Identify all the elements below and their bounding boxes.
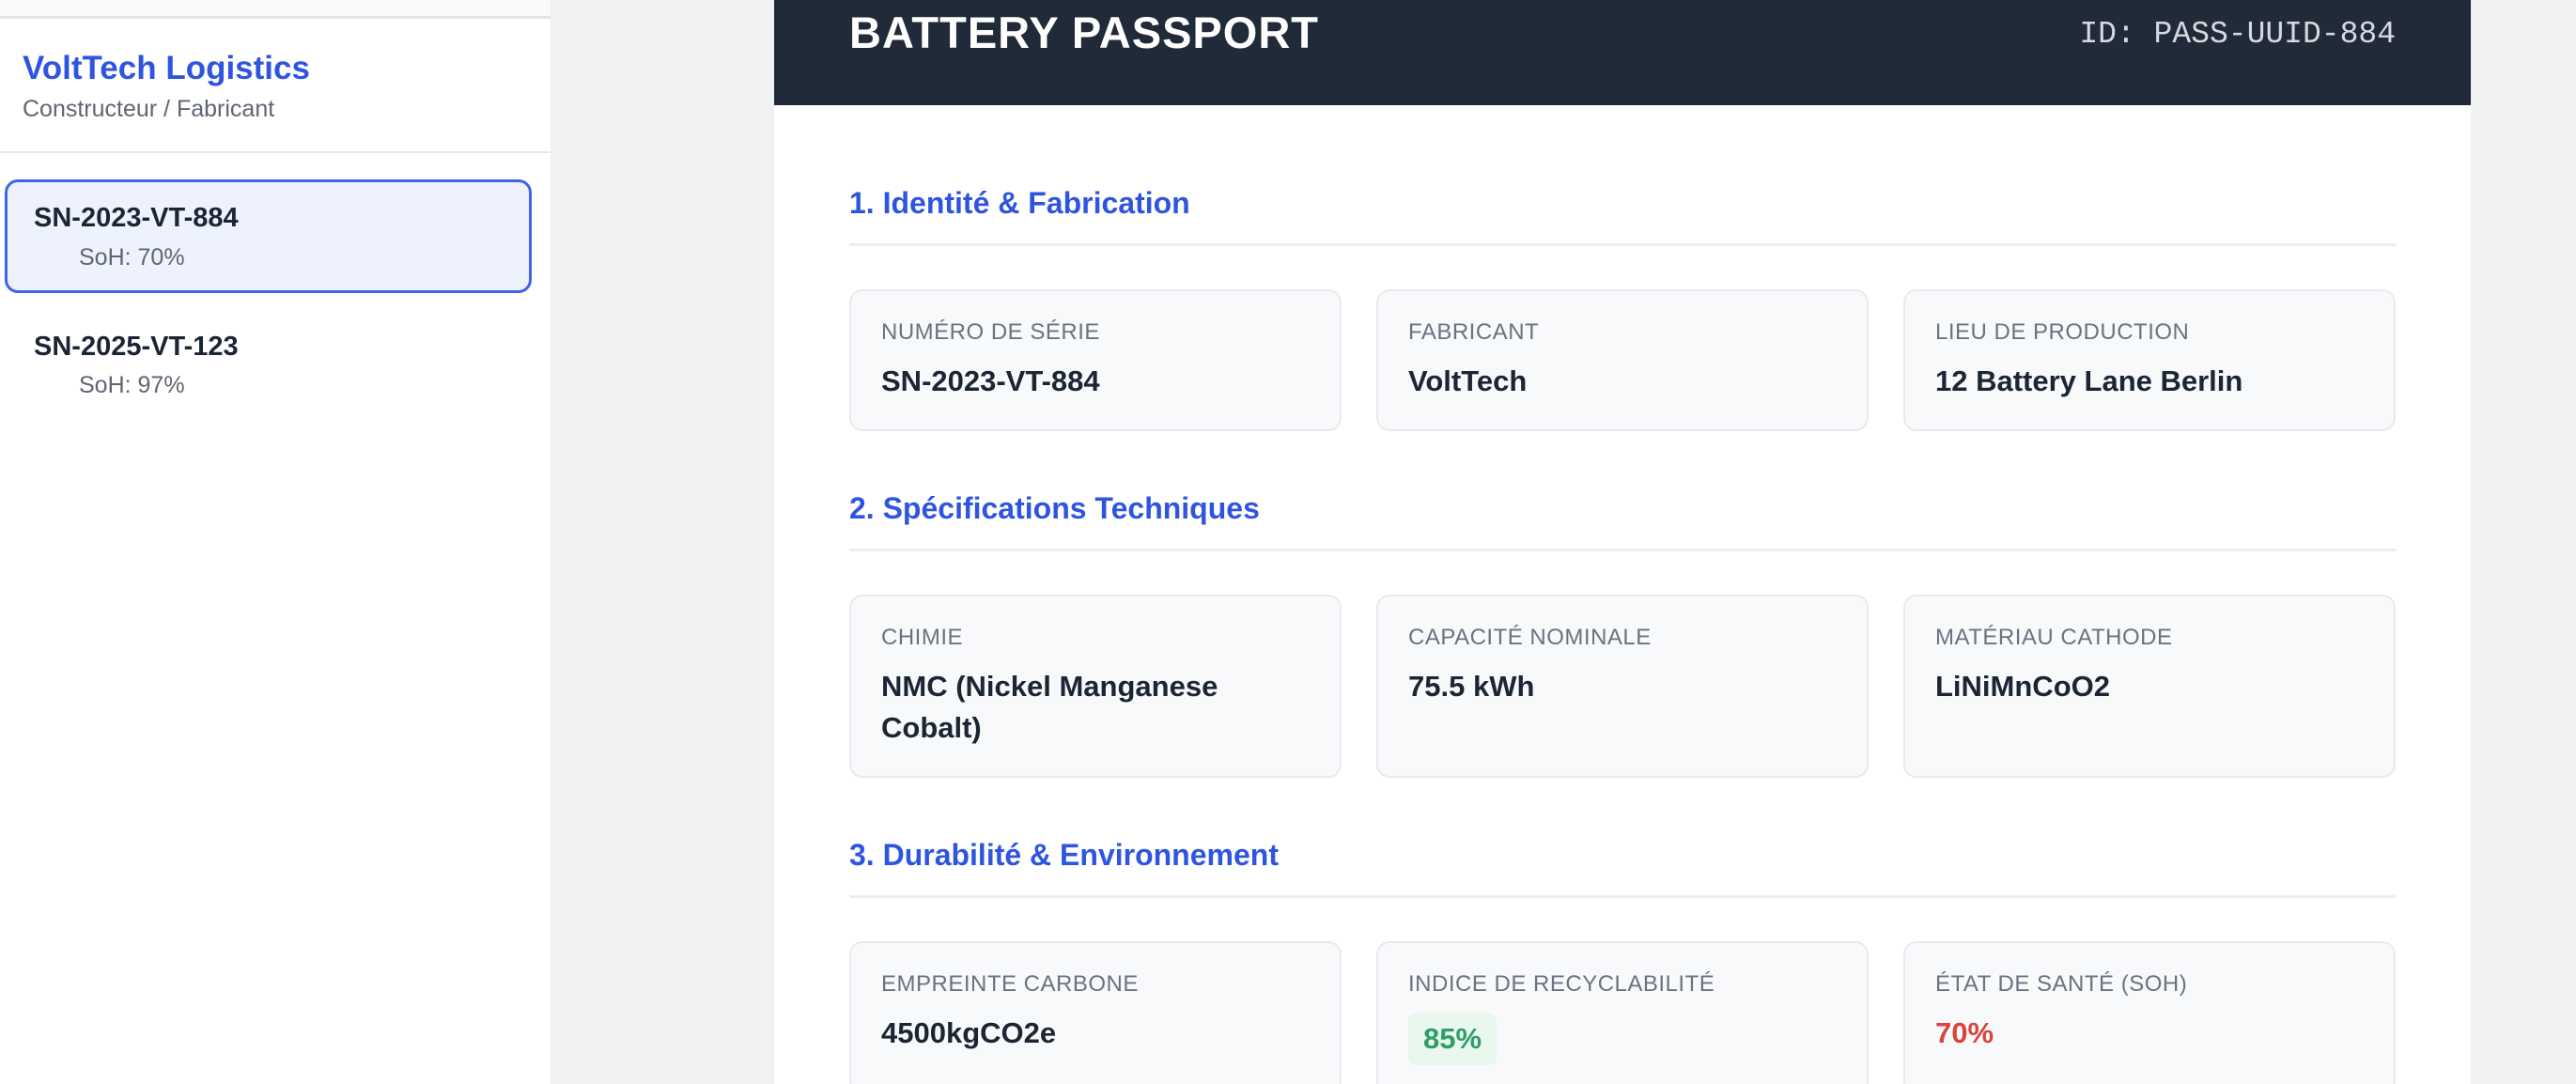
info-value: VoltTech <box>1408 364 1528 397</box>
sidebar: VoltTech Logistics Constructeur / Fabric… <box>0 0 551 1084</box>
soh-value: 70% <box>1935 1016 1994 1050</box>
info-value: 12 Battery Lane Berlin <box>1935 364 2243 397</box>
content-gutter-left <box>551 0 774 1084</box>
section-durability: 3. Durabilité & Environnement EMPREINTE … <box>849 838 2396 1084</box>
info-value: SN-2023-VT-884 <box>881 364 1100 397</box>
brand-subtitle: Constructeur / Fabricant <box>23 96 275 122</box>
battery-serial: SN-2023-VT-884 <box>34 203 239 233</box>
info-card-state-of-health: ÉTAT DE SANTÉ (SOH) 70% <box>1903 941 2396 1084</box>
content-gutter-right <box>2471 0 2576 1084</box>
info-card-cathode-material: MATÉRIAU CATHODE LiNiMnCoO2 <box>1903 595 2396 779</box>
info-value: LiNiMnCoO2 <box>1935 670 2110 704</box>
info-card-manufacturer: FABRICANT VoltTech <box>1376 289 1869 432</box>
cards-row: CHIMIE NMC (Nickel Manganese Cobalt) CAP… <box>849 595 2396 779</box>
section-title: 3. Durabilité & Environnement <box>849 838 2396 899</box>
section-specs: 2. Spécifications Techniques CHIMIE NMC … <box>849 491 2396 779</box>
battery-soh: SoH: 97% <box>79 372 185 399</box>
info-label: MATÉRIAU CATHODE <box>1935 625 2173 651</box>
info-label: NUMÉRO DE SÉRIE <box>881 319 1100 345</box>
section-title: 2. Spécifications Techniques <box>849 491 2396 552</box>
info-card-chemistry: CHIMIE NMC (Nickel Manganese Cobalt) <box>849 595 1342 779</box>
info-card-serial-number: NUMÉRO DE SÉRIE SN-2023-VT-884 <box>849 289 1342 432</box>
battery-list-item[interactable]: SN-2025-VT-123 SoH: 97% <box>5 308 532 422</box>
cards-row: NUMÉRO DE SÉRIE SN-2023-VT-884 FABRICANT… <box>849 289 2396 432</box>
info-value: 4500kgCO2e <box>881 1016 1057 1050</box>
info-card-nominal-capacity: CAPACITÉ NOMINALE 75.5 kWh <box>1376 595 1869 779</box>
section-identity: 1. Identité & Fabrication NUMÉRO DE SÉRI… <box>849 105 2396 432</box>
page-title: BATTERY PASSPORT <box>849 8 1319 57</box>
info-label: EMPREINTE CARBONE <box>881 971 1139 998</box>
info-label: LIEU DE PRODUCTION <box>1935 319 2190 345</box>
info-value: 75.5 kWh <box>1408 670 1535 704</box>
battery-serial: SN-2025-VT-123 <box>34 331 239 362</box>
passport-header: BATTERY PASSPORT ID: PASS-UUID-884 <box>774 0 2471 105</box>
info-label: INDICE DE RECYCLABILITÉ <box>1408 971 1715 998</box>
cards-row: EMPREINTE CARBONE 4500kgCO2e INDICE DE R… <box>849 941 2396 1084</box>
info-label: ÉTAT DE SANTÉ (SOH) <box>1935 971 2188 998</box>
section-title: 1. Identité & Fabrication <box>849 105 2396 246</box>
brand-title: VoltTech Logistics <box>23 50 310 86</box>
info-label: FABRICANT <box>1408 319 1540 345</box>
info-label: CHIMIE <box>881 625 963 651</box>
passport-panel: BATTERY PASSPORT ID: PASS-UUID-884 1. Id… <box>774 0 2471 1084</box>
recyclability-badge: 85% <box>1408 1013 1497 1065</box>
battery-list: SN-2023-VT-884 SoH: 70% SN-2025-VT-123 S… <box>0 153 551 421</box>
info-value: NMC (Nickel Manganese Cobalt) <box>881 670 1218 744</box>
info-card-production-place: LIEU DE PRODUCTION 12 Battery Lane Berli… <box>1903 289 2396 432</box>
battery-soh: SoH: 70% <box>79 243 185 271</box>
info-label: CAPACITÉ NOMINALE <box>1408 625 1652 651</box>
passport-id: ID: PASS-UUID-884 <box>2079 17 2396 52</box>
passport-content: 1. Identité & Fabrication NUMÉRO DE SÉRI… <box>774 105 2471 1084</box>
info-card-carbon-footprint: EMPREINTE CARBONE 4500kgCO2e <box>849 941 1342 1084</box>
info-card-recyclability-index: INDICE DE RECYCLABILITÉ 85% <box>1376 941 1869 1084</box>
sidebar-top-strip <box>0 0 551 19</box>
battery-list-item[interactable]: SN-2023-VT-884 SoH: 70% <box>5 179 532 293</box>
sidebar-brand-block: VoltTech Logistics Constructeur / Fabric… <box>0 19 551 153</box>
